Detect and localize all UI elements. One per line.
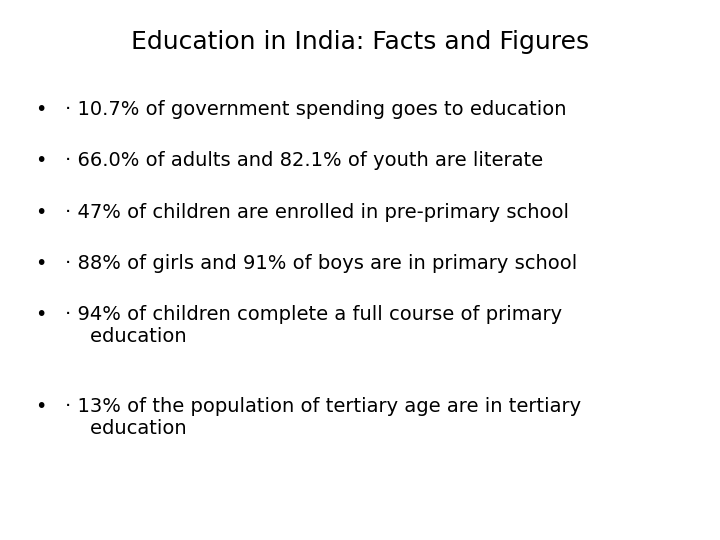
Text: •: • (35, 305, 47, 324)
Text: •: • (35, 151, 47, 170)
Text: •: • (35, 202, 47, 221)
Text: · 13% of the population of tertiary age are in tertiary
    education: · 13% of the population of tertiary age … (65, 397, 581, 438)
Text: · 10.7% of government spending goes to education: · 10.7% of government spending goes to e… (65, 100, 567, 119)
Text: •: • (35, 397, 47, 416)
Text: · 94% of children complete a full course of primary
    education: · 94% of children complete a full course… (65, 305, 562, 346)
Text: •: • (35, 100, 47, 119)
Text: Education in India: Facts and Figures: Education in India: Facts and Figures (131, 30, 589, 53)
Text: · 66.0% of adults and 82.1% of youth are literate: · 66.0% of adults and 82.1% of youth are… (65, 151, 543, 170)
Text: •: • (35, 254, 47, 273)
Text: · 47% of children are enrolled in pre-primary school: · 47% of children are enrolled in pre-pr… (65, 202, 569, 221)
Text: · 88% of girls and 91% of boys are in primary school: · 88% of girls and 91% of boys are in pr… (65, 254, 577, 273)
